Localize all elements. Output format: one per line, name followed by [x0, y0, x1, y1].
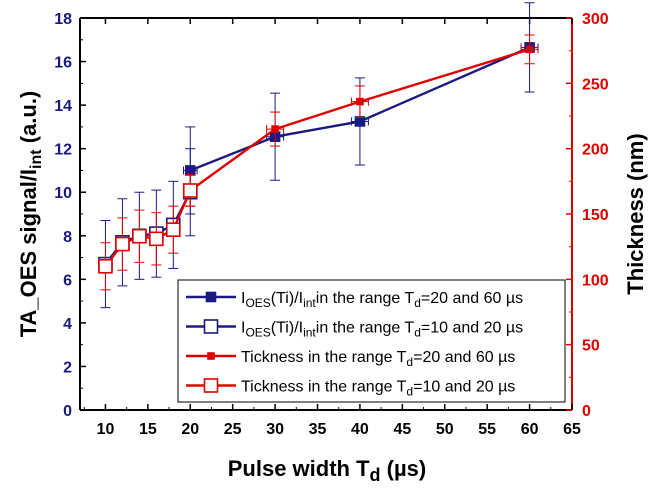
x-tick-label: 40 [351, 421, 369, 438]
data-point [98, 258, 113, 274]
y-right-tick-label: 150 [582, 207, 609, 224]
y-axis-right-title: Thickness (nm) [623, 133, 648, 294]
data-point [166, 222, 181, 237]
x-tick-label: 65 [563, 421, 581, 438]
data-point [525, 45, 534, 54]
plot-area [98, 2, 539, 309]
y-left-tick-label: 2 [63, 359, 72, 376]
y-axis-left: 0 2 4 6 8 10 12 14 16 18 [54, 11, 86, 420]
data-point [354, 116, 366, 127]
x-tick-label: 30 [266, 421, 284, 438]
y-left-tick-label: 6 [63, 272, 72, 289]
legend: IOES(Ti)/Iintin the range Td=20 and 60 µ… [177, 279, 566, 403]
legend-label: IOES(Ti)/Iintin the range Td=20 and 60 µ… [241, 290, 523, 310]
legend-label: Tickness in the range Td=20 and 60 µs [241, 349, 515, 369]
y-right-tick-label: 250 [582, 76, 609, 93]
y-left-tick-label: 4 [63, 316, 72, 333]
legend-entry: IOES(Ti)/Iintin the range Td=10 and 20 µ… [186, 319, 523, 340]
y-right-tick-label: 100 [582, 272, 609, 289]
x-axis-title: Pulse width Td (µs) [228, 456, 426, 485]
y-left-tick-label: 8 [63, 229, 72, 246]
legend-label: IOES(Ti)/Iintin the range Td=10 and 20 µ… [241, 320, 523, 340]
data-point [115, 236, 130, 252]
x-tick-label: 60 [521, 421, 539, 438]
legend-marker [205, 291, 217, 303]
x-tick-label: 20 [181, 421, 199, 438]
data-point [271, 125, 279, 133]
y-left-tick-label: 16 [54, 55, 72, 72]
y-left-tick-label: 14 [54, 98, 72, 115]
legend-marker [207, 352, 215, 360]
legend-marker [203, 378, 219, 393]
data-point [182, 183, 198, 198]
y-right-tick-label: 300 [582, 11, 609, 28]
legend-entry: IOES(Ti)/Iintin the range Td=20 and 60 µ… [186, 290, 523, 310]
series-1 [182, 2, 539, 215]
y-left-tick-label: 12 [54, 142, 72, 159]
series-line [189, 46, 531, 172]
data-point [132, 228, 147, 244]
series-4 [98, 174, 198, 291]
y-axis-left-title: TA_OES signal/Iint (a.u.) [16, 91, 45, 338]
x-tick-label: 25 [224, 421, 242, 438]
x-axis: 10 15 20 25 30 35 40 45 50 55 60 65 [83, 18, 581, 438]
data-point [356, 97, 364, 106]
data-point [149, 231, 164, 247]
x-tick-label: 45 [393, 421, 411, 438]
x-tick-label: 55 [478, 421, 496, 438]
y-right-tick-label: 50 [582, 338, 600, 355]
x-tick-label: 15 [139, 421, 157, 438]
y-left-tick-label: 0 [63, 403, 72, 420]
legend-label: Tickness in the range Td=10 and 20 µs [241, 379, 515, 399]
y-left-tick-label: 10 [54, 185, 72, 202]
legend-marker [203, 319, 219, 334]
x-tick-label: 50 [436, 421, 454, 438]
x-tick-label: 10 [97, 421, 115, 438]
y-right-tick-label: 0 [582, 403, 591, 420]
legend-entry: Tickness in the range Td=20 and 60 µs [186, 349, 515, 369]
legend-entry: Tickness in the range Td=10 and 20 µs [186, 378, 515, 399]
series-line [189, 48, 530, 192]
x-tick-label: 35 [309, 421, 327, 438]
legend-box [177, 279, 566, 403]
y-axis-right: 0 50 100 150 200 250 300 [566, 11, 609, 420]
y-left-tick-label: 18 [54, 11, 72, 28]
y-right-tick-label: 200 [582, 142, 609, 159]
